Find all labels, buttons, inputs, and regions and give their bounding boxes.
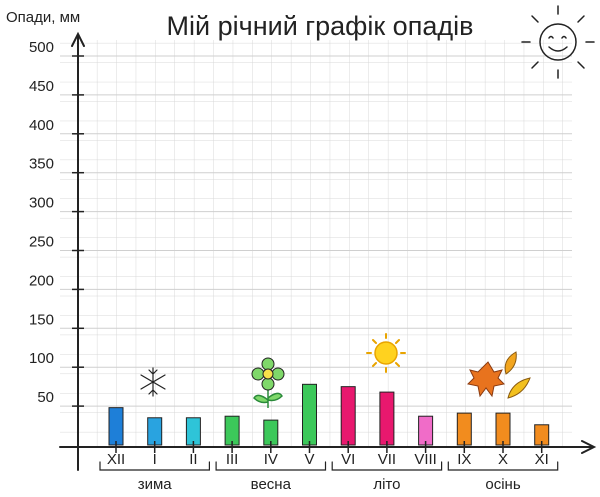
x-tick-label: VII xyxy=(378,451,396,468)
season-bracket xyxy=(99,461,210,471)
leaves-icon xyxy=(466,351,531,399)
bar xyxy=(379,391,395,446)
season-bracket xyxy=(215,461,327,471)
x-tick-label: XI xyxy=(535,451,549,468)
y-tick-label: 400 xyxy=(29,117,54,134)
summer-sun-icon xyxy=(366,333,406,373)
season-label: весна xyxy=(251,476,292,493)
y-tick-label: 200 xyxy=(29,272,54,289)
x-tick-label: I xyxy=(153,451,157,468)
bar xyxy=(340,386,356,446)
y-tick-label: 150 xyxy=(29,311,54,328)
y-axis-label: Опади, мм xyxy=(6,9,80,26)
x-tick-label: IV xyxy=(264,451,278,468)
x-tick-label: IX xyxy=(457,451,471,468)
season-bracket xyxy=(331,461,443,471)
x-tick-label: X xyxy=(498,451,508,468)
chart-title: Мій річний графік опадів xyxy=(167,11,474,41)
y-tick-label: 450 xyxy=(29,78,54,95)
season-label: зима xyxy=(138,476,173,493)
x-tick-label: III xyxy=(226,451,239,468)
bar xyxy=(418,415,434,446)
bar xyxy=(224,415,240,446)
x-tick-label: VI xyxy=(341,451,355,468)
y-tick-label: 100 xyxy=(29,350,54,367)
y-tick-label: 250 xyxy=(29,233,54,250)
x-tick-label: V xyxy=(304,451,314,468)
x-tick-label: II xyxy=(189,451,197,468)
season-label: літо xyxy=(373,476,400,493)
season-label: осінь xyxy=(485,476,520,493)
flower-icon xyxy=(251,357,285,408)
y-tick-label: 50 xyxy=(37,389,54,406)
season-bracket xyxy=(447,461,559,471)
bar xyxy=(185,417,201,446)
snowflake-icon xyxy=(140,367,166,397)
bar xyxy=(456,412,472,446)
y-tick-label: 350 xyxy=(29,156,54,173)
bar xyxy=(302,383,317,446)
x-tick-label: VIII xyxy=(414,451,437,468)
x-tick-label: XII xyxy=(107,451,125,468)
y-axis xyxy=(71,31,85,471)
bar xyxy=(495,412,511,446)
y-tick-label: 500 xyxy=(29,39,54,56)
bar xyxy=(108,407,124,446)
y-tick-label: 300 xyxy=(29,195,54,212)
bar xyxy=(147,417,163,446)
sun-icon xyxy=(521,5,595,79)
